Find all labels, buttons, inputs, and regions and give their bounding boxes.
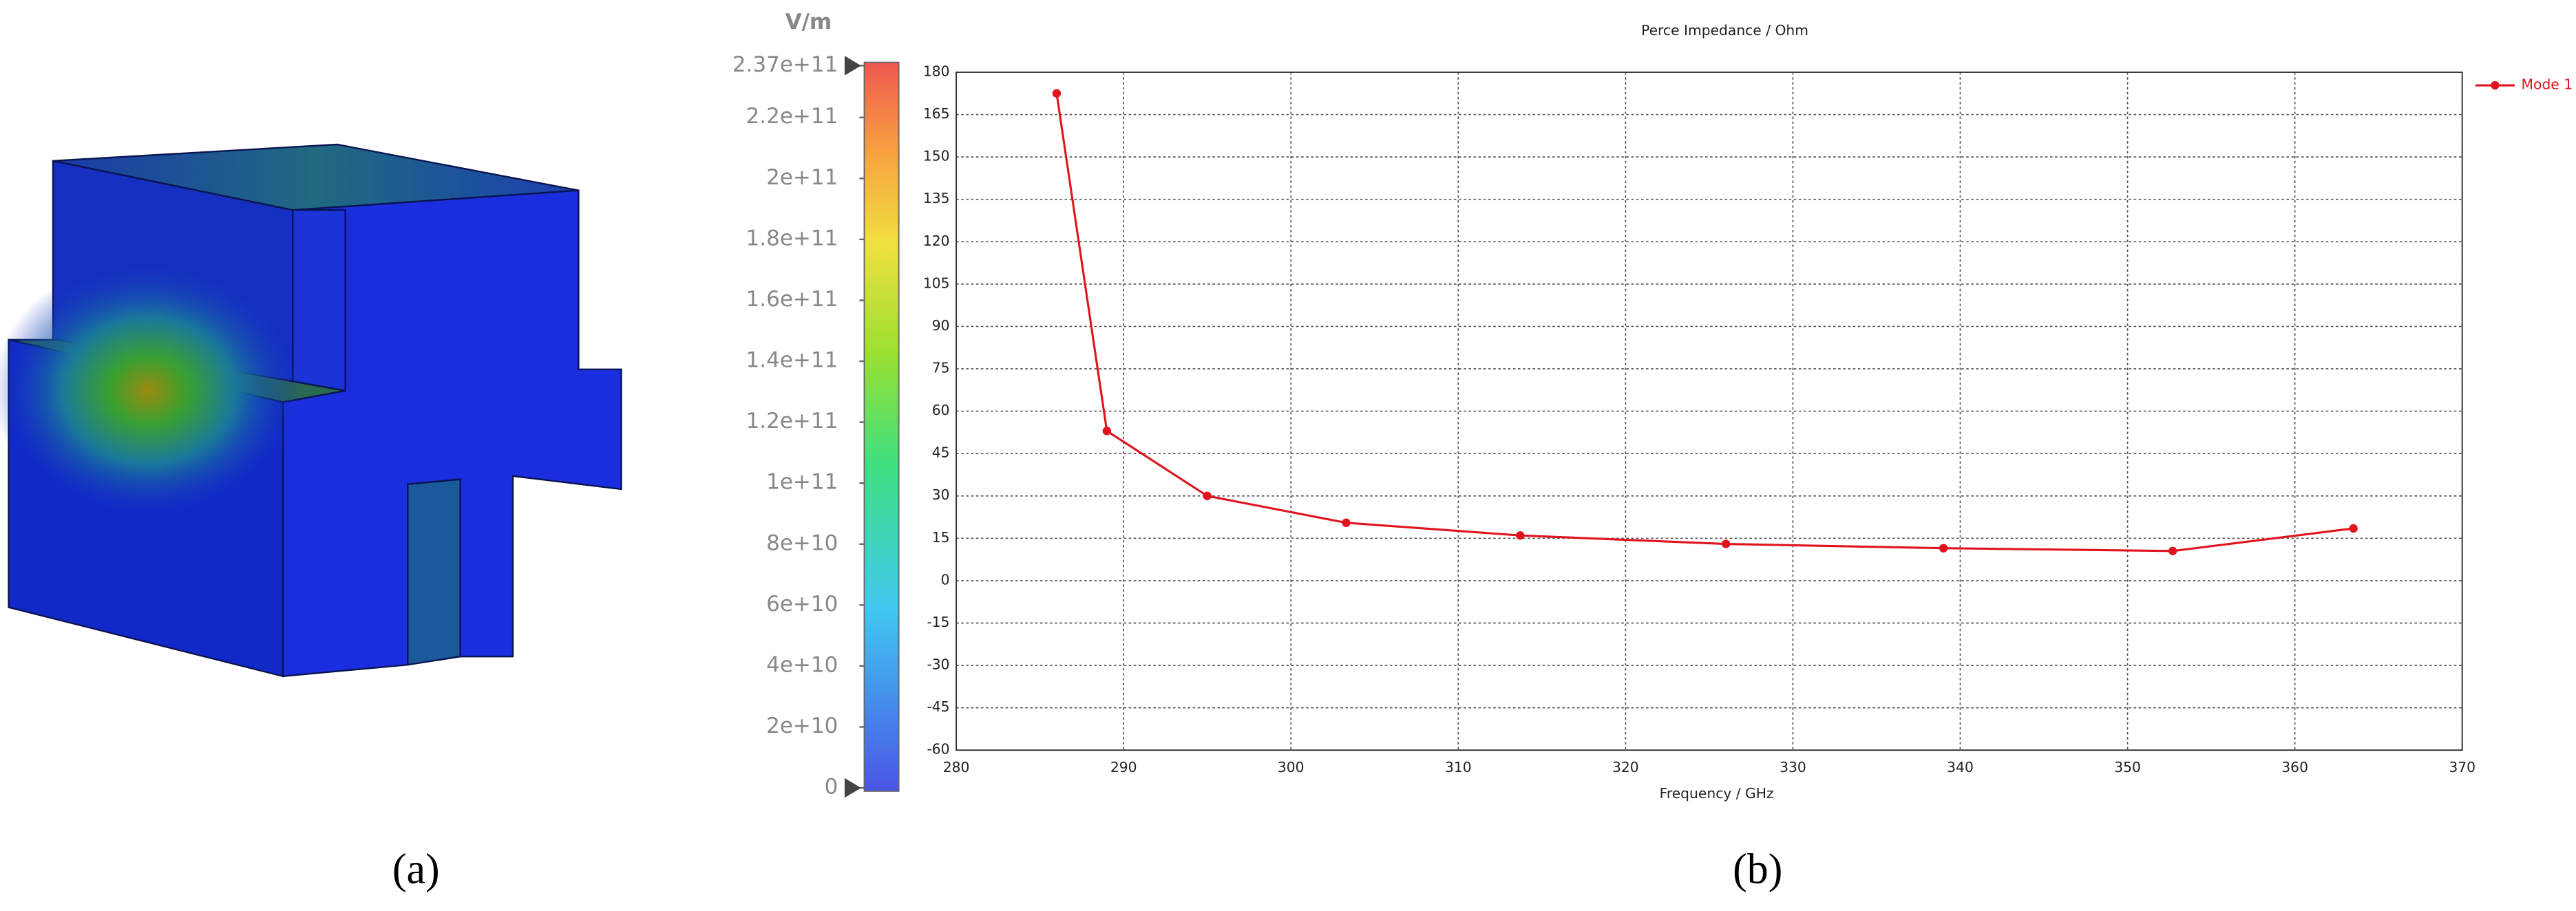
data-point bbox=[1102, 427, 1112, 436]
data-point bbox=[2349, 524, 2358, 533]
data-point bbox=[1516, 531, 1525, 540]
y-tick-label: 180 bbox=[923, 63, 950, 79]
colorbar-tick-label: 2.2e+11 bbox=[746, 104, 838, 129]
colorbar-tick-label: 1.6e+11 bbox=[746, 287, 838, 312]
colorbar-tick-label: 2.37e+11 bbox=[732, 52, 838, 77]
colorbar-tick-label: 1.4e+11 bbox=[746, 348, 838, 373]
x-tick-label: 310 bbox=[1445, 759, 1472, 775]
y-tick-label: 60 bbox=[932, 402, 950, 418]
y-tick-label: -60 bbox=[927, 741, 949, 758]
x-tick-label: 340 bbox=[1947, 759, 1974, 775]
data-point bbox=[1939, 544, 1948, 553]
colorbar-min-arrow bbox=[844, 778, 861, 798]
x-axis-label: Frequency / GHz bbox=[1660, 785, 1774, 802]
y-tick-label: 0 bbox=[941, 571, 950, 588]
x-tick-label: 370 bbox=[2449, 759, 2475, 775]
data-point bbox=[1342, 518, 1351, 527]
y-tick-label: 165 bbox=[923, 105, 950, 122]
colorbar-tick-label: 1e+11 bbox=[766, 470, 838, 495]
y-tick-label: 15 bbox=[932, 529, 950, 546]
colorbar-unit: V/m bbox=[785, 10, 832, 34]
colorbar-tick-label: 1.2e+11 bbox=[746, 409, 838, 433]
colorbar-tick-label: 1.8e+11 bbox=[746, 226, 838, 250]
colorbar-tick-label: 0 bbox=[825, 775, 838, 800]
series-line bbox=[1055, 93, 2354, 553]
y-tick-label: 45 bbox=[932, 444, 950, 461]
colorbar-max-arrow bbox=[844, 56, 861, 76]
y-tick-label: 105 bbox=[923, 275, 950, 291]
colorbar bbox=[863, 61, 900, 792]
panel-label: (a) bbox=[392, 846, 440, 892]
field-model bbox=[0, 143, 622, 678]
y-tick-label: 135 bbox=[923, 190, 950, 206]
x-tick-label: 290 bbox=[1110, 759, 1137, 775]
chart-title: Perce Impedance / Ohm bbox=[1641, 22, 1808, 39]
x-tick-label: 350 bbox=[2114, 759, 2141, 775]
data-point bbox=[2168, 546, 2177, 555]
y-tick-label: 150 bbox=[923, 148, 950, 164]
data-point bbox=[1052, 89, 1062, 98]
plot-frame bbox=[956, 72, 2463, 751]
y-tick-label: -45 bbox=[927, 698, 949, 715]
y-tick-label: 90 bbox=[932, 317, 950, 334]
colorbar-tick-label: 2e+10 bbox=[766, 714, 838, 738]
y-tick-label: -30 bbox=[927, 656, 949, 673]
x-tick-label: 300 bbox=[1278, 759, 1305, 775]
colorbar-tick-label: 8e+10 bbox=[766, 530, 838, 555]
y-tick-label: 30 bbox=[932, 486, 950, 503]
x-tick-label: 320 bbox=[1612, 759, 1639, 775]
colorbar-tick-label: 2e+11 bbox=[766, 165, 838, 190]
data-point bbox=[1722, 539, 1731, 548]
colorbar-tick-label: 4e+10 bbox=[766, 652, 838, 677]
x-tick-label: 360 bbox=[2281, 759, 2308, 775]
y-tick-label: 75 bbox=[932, 360, 950, 376]
legend-marker bbox=[2491, 81, 2500, 90]
y-tick-label: 120 bbox=[923, 233, 950, 249]
x-tick-label: 330 bbox=[1780, 759, 1806, 775]
x-tick-label: 280 bbox=[943, 759, 970, 775]
data-point bbox=[1203, 491, 1212, 500]
y-tick-label: -15 bbox=[927, 614, 949, 630]
panel-label: (b) bbox=[1733, 846, 1782, 892]
legend-label: Mode 1 bbox=[2522, 76, 2573, 93]
colorbar-tick-label: 6e+10 bbox=[766, 592, 838, 617]
